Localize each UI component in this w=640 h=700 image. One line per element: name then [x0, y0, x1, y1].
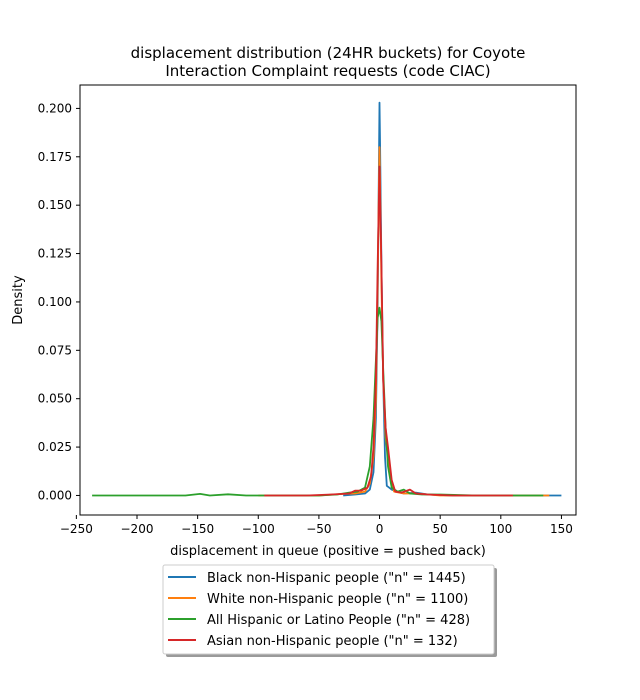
series-line-3 — [92, 306, 544, 497]
series-line-1 — [343, 101, 562, 497]
y-tick-label: 0.025 — [38, 440, 72, 454]
legend-entry: Black non-Hispanic people ("n" = 1445) — [168, 571, 466, 586]
chart-title-line-2: Interaction Complaint requests (code CIA… — [165, 62, 490, 80]
x-tick-label: 0 — [376, 522, 384, 536]
legend-entry: Asian non-Hispanic people ("n" = 132) — [168, 634, 458, 649]
x-tick-label: −200 — [121, 522, 154, 536]
x-axis-label: displacement in queue (positive = pushed… — [170, 544, 486, 559]
legend-label: White non-Hispanic people ("n" = 1100) — [207, 592, 468, 607]
y-tick-label: 0.175 — [38, 150, 72, 164]
legend-box — [162, 564, 495, 655]
chart-title-line-1: displacement distribution (24HR buckets)… — [131, 44, 526, 62]
axes: −250 −200 −150 −100 −50 0 50 100 150 0.000 0.025 0.… — [38, 101, 573, 536]
legend: Black non-Hispanic people ("n" = 1445) Wh… — [162, 564, 497, 657]
legend-entry: White non-Hispanic people ("n" = 1100) — [168, 592, 468, 607]
y-tick-label: 0.050 — [38, 392, 72, 406]
series-lines — [92, 101, 562, 497]
legend-label: All Hispanic or Latino People ("n" = 428… — [207, 613, 470, 628]
x-tick-label: −100 — [242, 522, 275, 536]
x-tick-label: −50 — [306, 522, 331, 536]
y-tick-label: 0.200 — [38, 101, 72, 115]
y-tick-label: 0.075 — [38, 343, 72, 357]
y-axis-label: Density — [11, 275, 26, 325]
series-line-2 — [258, 146, 550, 497]
y-tick-label: 0.125 — [38, 247, 72, 261]
legend-items: Black non-Hispanic people ("n" = 1445) Wh… — [168, 571, 470, 649]
y-tick-label: 0.150 — [38, 198, 72, 212]
x-tick-label: 50 — [433, 522, 448, 536]
y-tick-label: 0.100 — [38, 295, 72, 309]
legend-entry: All Hispanic or Latino People ("n" = 428… — [168, 613, 470, 628]
legend-label: Black non-Hispanic people ("n" = 1445) — [207, 571, 466, 586]
series-line-4 — [264, 165, 513, 497]
legend-label: Asian non-Hispanic people ("n" = 132) — [207, 634, 458, 649]
x-tick-label: −150 — [181, 522, 214, 536]
x-tick-label: −250 — [60, 522, 93, 536]
y-tick-label: 0.000 — [38, 488, 72, 502]
x-tick-label: 150 — [550, 522, 573, 536]
x-tick-label: 100 — [489, 522, 512, 536]
plot-frame — [79, 84, 577, 516]
